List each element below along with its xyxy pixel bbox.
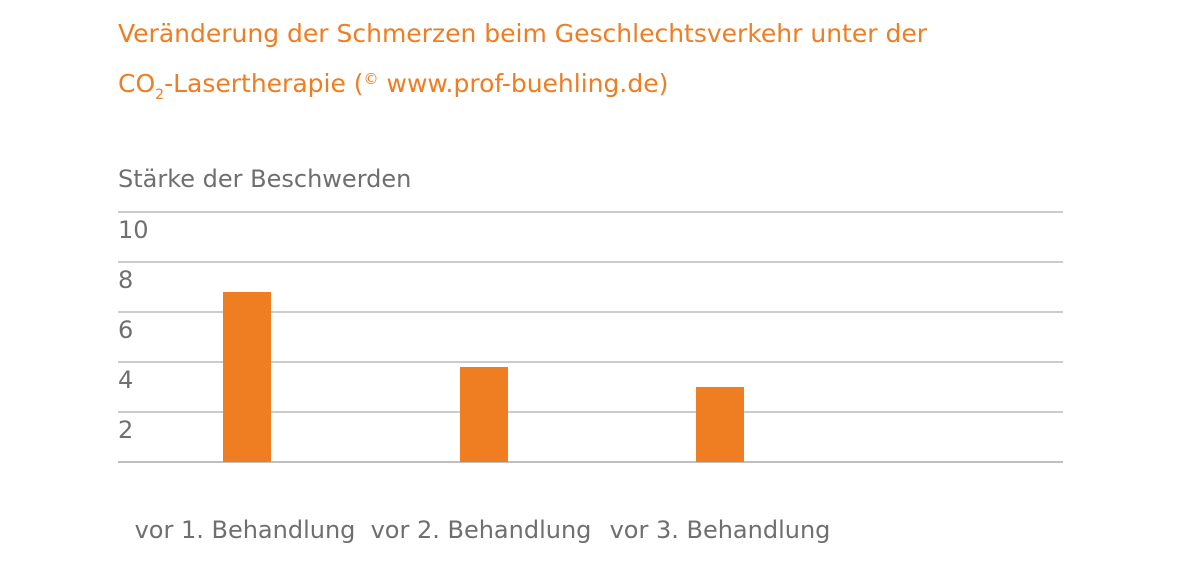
bar-1 (223, 292, 271, 462)
copyright-symbol: © (363, 70, 379, 88)
bar-3 (696, 387, 744, 462)
y-tick-label-10: 10 (118, 216, 149, 244)
title-co: CO (118, 69, 156, 98)
y-tick-label-6: 6 (118, 316, 133, 344)
chart-title-line-2: CO2-Lasertherapie (© www.prof-buehling.d… (118, 69, 668, 103)
x-category-label-3: vor 3. Behandlung (610, 516, 831, 544)
chart-title-line-1: Veränderung der Schmerzen beim Geschlech… (118, 19, 927, 48)
title-website: www.prof-buehling.de) (378, 69, 669, 98)
y-tick-label-2: 2 (118, 416, 133, 444)
y-tick-label-8: 8 (118, 266, 133, 294)
title-subscript: 2 (155, 87, 165, 103)
bar-2 (460, 367, 508, 462)
y-axis-label: Stärke der Beschwerden (118, 165, 412, 193)
x-category-label-1: vor 1. Behandlung (135, 516, 356, 544)
y-tick-label-4: 4 (118, 366, 133, 394)
x-category-label-2: vor 2. Behandlung (371, 516, 592, 544)
title-after-subscript: -Lasertherapie ( (164, 69, 364, 98)
